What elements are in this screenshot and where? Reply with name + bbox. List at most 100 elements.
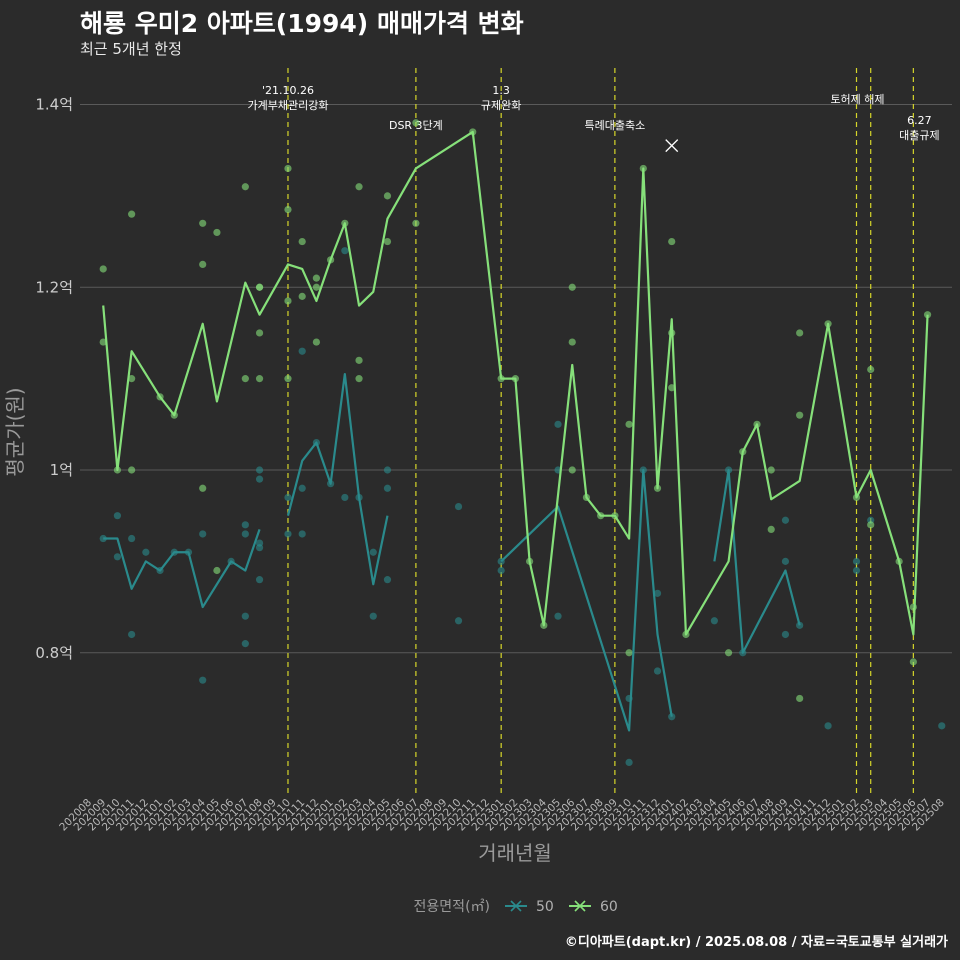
data-point-60 — [412, 219, 420, 227]
data-point-50 — [781, 630, 790, 639]
data-point-50 — [199, 530, 207, 538]
data-point-50 — [113, 512, 122, 520]
data-point-50 — [298, 530, 306, 538]
x-axis-title: 거래년월 — [478, 841, 552, 865]
series-line-50 — [103, 529, 261, 609]
data-point-50 — [284, 530, 292, 538]
data-point-60 — [568, 283, 576, 291]
data-point-60 — [767, 466, 775, 474]
event-label: 가계부채관리강화 — [247, 99, 328, 112]
data-point-60 — [284, 375, 292, 383]
data-point-50 — [383, 466, 392, 474]
data-point-50 — [625, 758, 633, 767]
data-point-60 — [255, 375, 264, 383]
legend-key-cross — [574, 900, 586, 912]
y-axis-title: 평균가(원) — [3, 387, 27, 476]
data-point-60 — [668, 237, 676, 246]
data-point-50 — [824, 722, 832, 730]
series-line-60 — [102, 130, 929, 636]
data-point-50 — [369, 548, 377, 556]
data-point-60 — [568, 466, 576, 474]
legend-label: 50 — [536, 899, 554, 915]
data-point-60 — [213, 228, 221, 237]
source-caption: ©디아파트(dapt.kr) / 2025.08.08 / 자료=국토교통부 실… — [564, 935, 948, 950]
data-point-60 — [312, 338, 321, 346]
data-point-60 — [668, 384, 676, 392]
data-point-60 — [284, 164, 292, 173]
event-label: 대출규제 — [899, 129, 939, 142]
series-line-50 — [500, 468, 673, 732]
data-point-60 — [312, 283, 321, 291]
data-point-50 — [497, 566, 505, 575]
y-tick-label: 1.2억 — [35, 278, 73, 296]
data-point-60 — [241, 183, 249, 191]
data-point-60 — [199, 219, 207, 227]
data-point-50 — [128, 630, 136, 639]
data-point-50 — [128, 534, 136, 543]
series-layer — [99, 119, 946, 767]
data-point-50 — [142, 548, 150, 556]
y-tick-label: 1억 — [50, 461, 73, 479]
event-label: '21.10.26 — [262, 84, 314, 97]
data-point-50 — [341, 247, 349, 255]
data-point-60 — [312, 274, 321, 282]
data-point-50 — [668, 713, 676, 721]
data-point-60 — [355, 375, 363, 383]
data-point-60 — [213, 566, 221, 575]
data-point-60 — [128, 375, 136, 383]
data-point-60 — [909, 603, 917, 611]
data-point-60 — [796, 694, 804, 703]
data-point-50 — [255, 475, 264, 483]
data-point-60 — [383, 237, 392, 246]
data-point-50 — [255, 466, 264, 474]
data-point-50 — [554, 612, 562, 620]
data-point-60 — [412, 119, 420, 127]
data-point-50 — [298, 347, 306, 355]
data-point-50 — [653, 589, 662, 597]
legend-label: 60 — [600, 899, 618, 915]
data-point-60 — [255, 283, 264, 291]
data-point-60 — [355, 356, 363, 364]
data-point-50 — [781, 516, 790, 524]
data-point-50 — [852, 566, 861, 575]
legend-title: 전용면적(㎡) — [414, 899, 490, 915]
legend: 전용면적(㎡) 50 60 — [414, 899, 618, 915]
event-label: 6.27 — [907, 114, 932, 127]
event-label: 특례대출축소 — [585, 119, 646, 132]
data-point-50 — [241, 521, 249, 529]
data-point-60 — [241, 375, 249, 383]
chart-subtitle: 최근 5개년 한정 — [80, 40, 182, 58]
chart-title: 해룡 우미2 아파트(1994) 매매가격 변화 — [80, 9, 524, 38]
data-point-50 — [113, 553, 122, 561]
data-point-50 — [255, 544, 264, 552]
event-label: 규제완화 — [481, 99, 521, 112]
data-point-50 — [199, 676, 207, 684]
data-point-50 — [369, 612, 377, 620]
data-point-50 — [454, 617, 463, 625]
data-point-60 — [355, 183, 363, 191]
data-point-60 — [568, 338, 576, 346]
data-point-50 — [298, 484, 306, 492]
data-point-60 — [99, 338, 107, 346]
legend-key-cross — [510, 900, 522, 912]
data-point-50 — [710, 617, 718, 625]
data-point-50 — [255, 576, 264, 584]
data-point-60 — [867, 521, 875, 529]
data-point-60 — [909, 658, 917, 666]
series-line-50 — [713, 468, 801, 654]
data-point-60 — [99, 265, 107, 273]
grid-lines — [80, 104, 952, 654]
x-tick-labels: 2020082020092020102020112020122021012021… — [57, 796, 947, 833]
data-point-60 — [199, 260, 207, 269]
y-tick-labels: 0.8억 1억 1.2억 1.4억 — [35, 96, 73, 662]
data-point-60 — [298, 237, 306, 246]
data-point-50 — [781, 557, 790, 565]
data-point-50 — [454, 502, 463, 511]
data-point-60 — [284, 297, 292, 305]
data-point-60 — [284, 205, 292, 214]
data-point-60 — [128, 210, 136, 218]
data-point-50 — [852, 557, 861, 565]
data-point-60 — [625, 649, 633, 657]
data-point-60 — [796, 329, 804, 337]
